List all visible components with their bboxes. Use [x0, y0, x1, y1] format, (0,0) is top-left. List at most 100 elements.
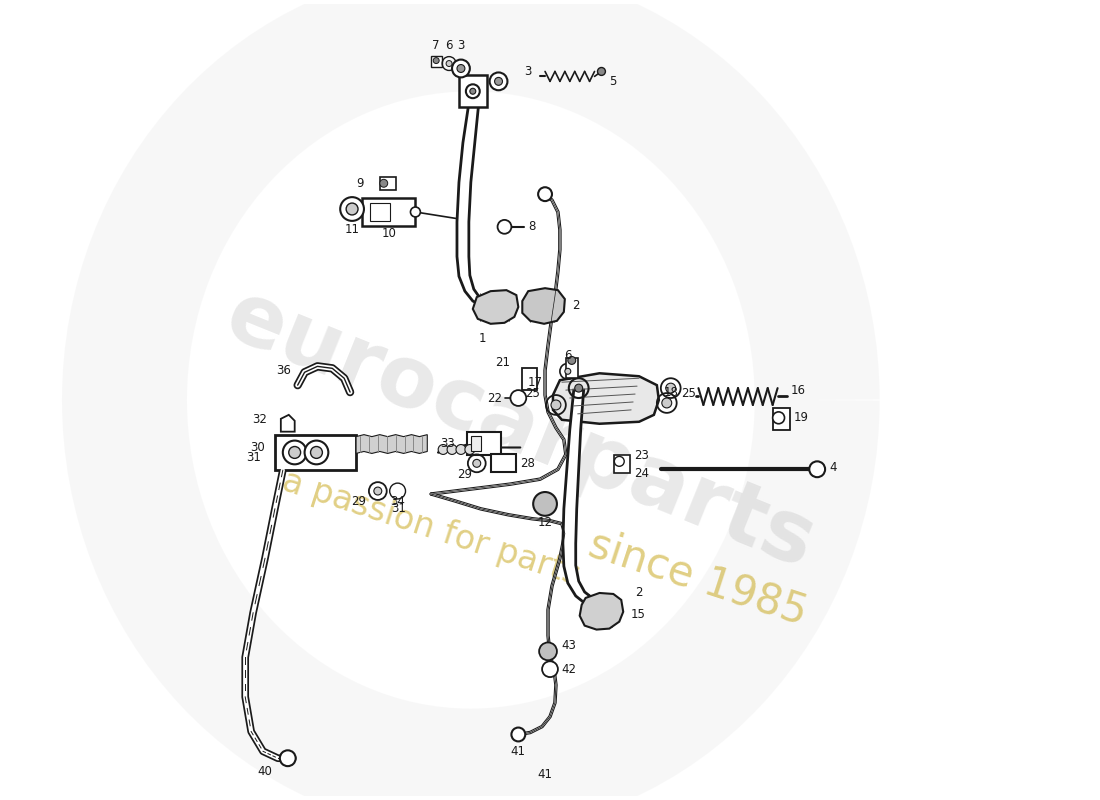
- Text: since 1985: since 1985: [584, 523, 813, 634]
- Circle shape: [510, 390, 526, 406]
- Polygon shape: [522, 288, 564, 324]
- Circle shape: [289, 446, 300, 458]
- Circle shape: [305, 441, 328, 464]
- Text: 41: 41: [510, 745, 526, 758]
- Text: 32: 32: [252, 414, 267, 426]
- Text: 8: 8: [528, 220, 536, 234]
- Text: 1: 1: [478, 332, 486, 345]
- Bar: [459, 75, 486, 107]
- Circle shape: [512, 727, 526, 742]
- Circle shape: [534, 492, 557, 516]
- Circle shape: [310, 446, 322, 458]
- Circle shape: [564, 368, 571, 374]
- Bar: [614, 455, 630, 474]
- Circle shape: [614, 457, 624, 466]
- Text: 42: 42: [562, 662, 576, 676]
- Text: 23: 23: [634, 449, 649, 462]
- Circle shape: [497, 220, 512, 234]
- Circle shape: [662, 398, 672, 408]
- Text: 43: 43: [562, 639, 576, 652]
- Text: 3: 3: [525, 65, 531, 78]
- Text: 30: 30: [251, 441, 265, 454]
- Polygon shape: [563, 390, 594, 604]
- Circle shape: [597, 67, 605, 75]
- Circle shape: [810, 462, 825, 477]
- Text: 25: 25: [525, 386, 540, 399]
- Bar: [522, 368, 537, 390]
- Polygon shape: [473, 290, 518, 324]
- Text: 12: 12: [538, 516, 552, 530]
- Circle shape: [374, 487, 382, 495]
- Text: 11: 11: [344, 223, 360, 236]
- Text: 2: 2: [635, 586, 642, 599]
- Circle shape: [542, 662, 558, 677]
- Text: 4: 4: [829, 461, 837, 474]
- Text: 2: 2: [572, 299, 580, 313]
- Text: 6: 6: [446, 39, 453, 52]
- Text: 17: 17: [528, 376, 543, 389]
- Circle shape: [447, 61, 452, 66]
- Polygon shape: [456, 103, 488, 306]
- Circle shape: [438, 445, 448, 454]
- Circle shape: [283, 441, 307, 464]
- Circle shape: [279, 750, 296, 766]
- Text: a passion for parts: a passion for parts: [278, 465, 584, 593]
- Circle shape: [433, 58, 439, 63]
- Text: 34: 34: [390, 495, 405, 509]
- Bar: [491, 454, 516, 472]
- Circle shape: [456, 445, 466, 454]
- Circle shape: [456, 65, 465, 73]
- Text: 40: 40: [257, 765, 273, 778]
- Circle shape: [490, 73, 507, 90]
- Text: eurocarparts: eurocarparts: [213, 274, 827, 586]
- Text: 25: 25: [681, 386, 695, 399]
- Polygon shape: [280, 415, 295, 432]
- Circle shape: [666, 383, 675, 393]
- Text: 9: 9: [356, 177, 364, 190]
- Text: 3: 3: [458, 39, 464, 52]
- Polygon shape: [356, 434, 427, 454]
- Circle shape: [410, 207, 420, 217]
- Bar: [275, 434, 356, 470]
- Circle shape: [340, 197, 364, 221]
- Circle shape: [452, 59, 470, 78]
- Text: 28: 28: [520, 457, 536, 470]
- Bar: [370, 203, 389, 221]
- Text: 18: 18: [663, 386, 679, 398]
- Circle shape: [551, 400, 561, 410]
- Circle shape: [538, 187, 552, 201]
- Text: 41: 41: [538, 767, 552, 781]
- Circle shape: [346, 203, 358, 215]
- Text: 33: 33: [440, 437, 455, 450]
- Polygon shape: [553, 374, 659, 424]
- Polygon shape: [580, 593, 624, 630]
- Circle shape: [465, 445, 475, 454]
- Circle shape: [568, 357, 575, 364]
- Text: 31: 31: [246, 451, 261, 464]
- Text: 5: 5: [609, 75, 617, 88]
- Bar: [362, 198, 416, 226]
- Circle shape: [772, 412, 784, 424]
- Circle shape: [389, 483, 406, 499]
- Text: 6: 6: [564, 349, 572, 362]
- Circle shape: [495, 78, 503, 86]
- Circle shape: [470, 88, 476, 94]
- Text: 19: 19: [793, 411, 808, 424]
- Circle shape: [574, 384, 583, 392]
- Text: 29: 29: [458, 468, 472, 481]
- Bar: [772, 408, 791, 430]
- Circle shape: [473, 459, 481, 467]
- Bar: [379, 178, 396, 190]
- Circle shape: [539, 642, 557, 660]
- Bar: [471, 436, 481, 451]
- Text: 16: 16: [791, 384, 805, 397]
- Text: 31: 31: [392, 502, 406, 515]
- Text: 29: 29: [351, 495, 366, 509]
- Bar: [431, 56, 442, 66]
- Text: 22: 22: [487, 391, 503, 405]
- Text: 21: 21: [495, 356, 510, 369]
- Text: 24: 24: [634, 466, 649, 480]
- Text: 36: 36: [276, 364, 290, 377]
- Circle shape: [379, 179, 387, 187]
- Bar: [565, 358, 578, 378]
